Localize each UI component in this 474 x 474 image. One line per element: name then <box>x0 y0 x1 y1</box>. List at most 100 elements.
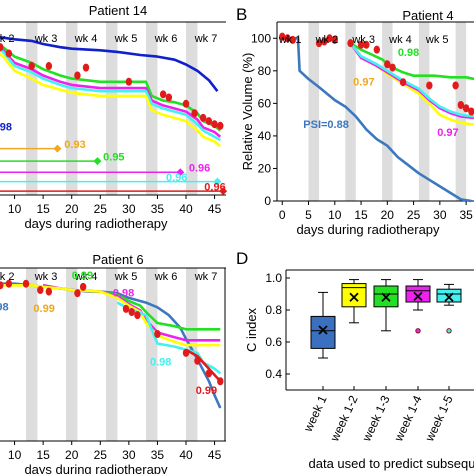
x-tick-label: 0 <box>279 208 286 222</box>
week-label: wk 2 <box>315 34 339 46</box>
mean-marker <box>444 292 454 302</box>
week-label: wk 5 <box>425 34 449 46</box>
observed-point <box>0 43 4 52</box>
observed-point <box>462 104 470 113</box>
week-band <box>418 22 430 201</box>
horizon-arrow-marker <box>93 157 102 166</box>
observed-point <box>199 113 207 122</box>
x-tick-label: 25 <box>94 202 108 216</box>
observed-point <box>159 90 167 99</box>
observed-point <box>373 45 381 54</box>
observed-point <box>128 308 135 317</box>
x-tick-label: week 1-3 <box>359 393 393 444</box>
y-tick-label: 0.4 <box>265 367 282 381</box>
observed-point <box>399 78 407 87</box>
y-tick-label: 60 <box>258 96 272 110</box>
y-axis-label: Relative Volume (%) <box>240 53 255 171</box>
outlier-point <box>415 328 421 334</box>
x-tick-label: 30 <box>122 202 136 216</box>
x-tick-label: 5 <box>305 208 312 222</box>
observed-point <box>284 34 291 43</box>
observed-point <box>363 40 370 49</box>
observed-point <box>191 109 198 118</box>
week-band <box>186 268 198 441</box>
x-tick-label: week 1 <box>301 393 330 435</box>
x-tick-label: 30 <box>433 208 447 222</box>
series-line <box>0 48 221 142</box>
observed-point <box>45 62 53 71</box>
x-tick-label: 30 <box>122 448 136 462</box>
week-label: wk 4 <box>74 33 98 45</box>
observed-point <box>74 71 81 80</box>
psi-annotation: 0.96 <box>204 181 225 193</box>
x-tick-label: 25 <box>94 448 108 462</box>
observed-point <box>0 281 4 290</box>
box <box>405 285 431 303</box>
observed-point <box>457 100 465 109</box>
mean-marker <box>413 291 423 302</box>
week-band <box>146 268 158 441</box>
patient-6-panel: Patient 6 wk 2 wk 3 wk 4 wk 5 wk 6 wk 7 0.98 0.… <box>0 252 226 474</box>
x-axis-label: data used to predict subsequ <box>309 456 474 471</box>
y-tick-label: 40 <box>258 129 272 143</box>
week-label: wk 7 <box>194 271 218 283</box>
psi-annotation: 0.98 <box>398 47 419 59</box>
week-band <box>26 268 38 441</box>
x-tick-label: 10 <box>8 202 22 216</box>
observed-point <box>426 81 433 90</box>
y-tick-label: 1.0 <box>265 271 282 285</box>
x-tick-label: 40 <box>179 202 193 216</box>
panel-letter-d: D <box>236 249 248 268</box>
observed-point <box>122 304 130 313</box>
observed-point <box>79 282 87 291</box>
box <box>436 288 462 303</box>
week-label: wk 5 <box>114 271 138 283</box>
psi-annotation: 0.97 <box>437 127 458 139</box>
observed-point <box>217 377 224 386</box>
series-line <box>282 37 472 203</box>
x-tick-label: 20 <box>381 208 395 222</box>
y-tick-label: 100 <box>251 31 271 45</box>
outlier-point <box>446 328 452 334</box>
psi-annotation: 0.99 <box>196 385 217 397</box>
observed-point <box>326 34 333 43</box>
patient-14-panel: Patient 14 wk 2 wk 3 wk 4 wk 5 wk 6 wk 7 0.98 0… <box>0 3 228 231</box>
observed-point <box>205 369 213 378</box>
observed-point <box>82 63 90 72</box>
psi-annotation: 0.96 <box>166 172 187 184</box>
observed-point <box>279 32 286 41</box>
x-tick-label: 15 <box>36 448 50 462</box>
panel-title: Patient 14 <box>89 3 148 18</box>
psi-annotation: PSI=0.88 <box>303 119 349 131</box>
observed-point <box>347 39 354 48</box>
week-label: wk 4 <box>388 34 412 46</box>
observed-point <box>182 348 190 357</box>
panel-title: Patient 4 <box>402 8 453 23</box>
horizon-arrow-marker <box>53 144 62 153</box>
week-band <box>308 22 320 201</box>
y-axis-label: C index <box>244 307 259 352</box>
observed-point <box>125 77 133 86</box>
observed-point <box>217 121 224 130</box>
observed-point <box>289 35 296 44</box>
x-tick-label: 35 <box>151 448 165 462</box>
psi-annotation: 0.96 <box>189 162 210 174</box>
psi-annotation: 0.93 <box>64 139 85 151</box>
observed-point <box>194 356 201 365</box>
week-band <box>106 22 118 195</box>
observed-point <box>384 60 391 69</box>
week-label: wk 6 <box>154 33 178 45</box>
panel-letter-b: B <box>236 5 247 24</box>
x-tick-label: 20 <box>65 202 79 216</box>
observed-point <box>211 120 218 129</box>
series-line <box>0 47 222 138</box>
week-label: wk 5 <box>114 33 138 45</box>
x-tick-label: week 1-4 <box>391 393 425 444</box>
week-label: wk 7 <box>194 33 218 45</box>
observed-point <box>74 289 81 298</box>
x-tick-label: 10 <box>328 208 342 222</box>
horizon-arrow-marker <box>176 168 185 177</box>
x-tick-label: 20 <box>65 448 79 462</box>
